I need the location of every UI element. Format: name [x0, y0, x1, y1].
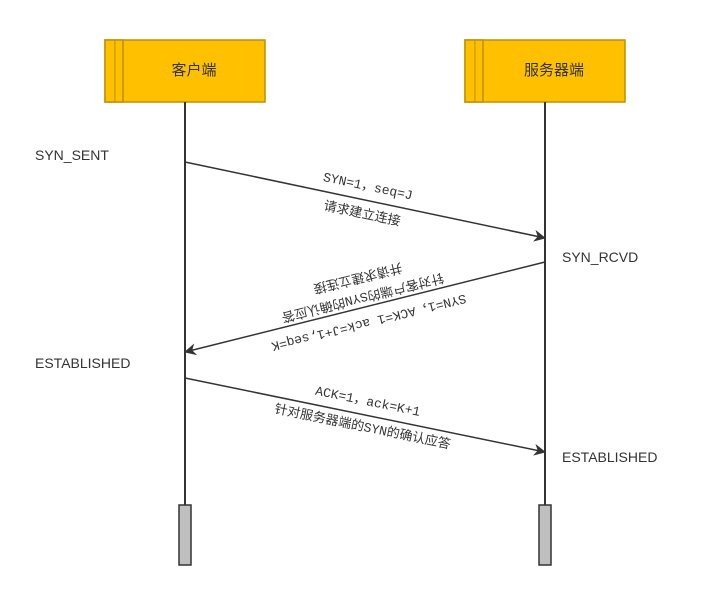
- state-syn_sent: SYN_SENT: [35, 147, 109, 163]
- activation-client: [179, 505, 191, 565]
- participant-server-label: 服务器端: [524, 62, 584, 79]
- state-syn_rcvd: SYN_RCVD: [562, 249, 638, 265]
- sequence-diagram: 客户端 服务器端 SYN_SENT SYN_RCVD ESTABLISHED ESTABL…: [0, 0, 707, 592]
- state-established_c: ESTABLISHED: [35, 355, 130, 371]
- participant-client-label: 客户端: [171, 62, 216, 79]
- participant-client: 客户端: [105, 40, 265, 102]
- activation-server: [539, 505, 551, 565]
- state-established_s: ESTABLISHED: [562, 449, 657, 465]
- participant-server: 服务器端: [465, 40, 625, 102]
